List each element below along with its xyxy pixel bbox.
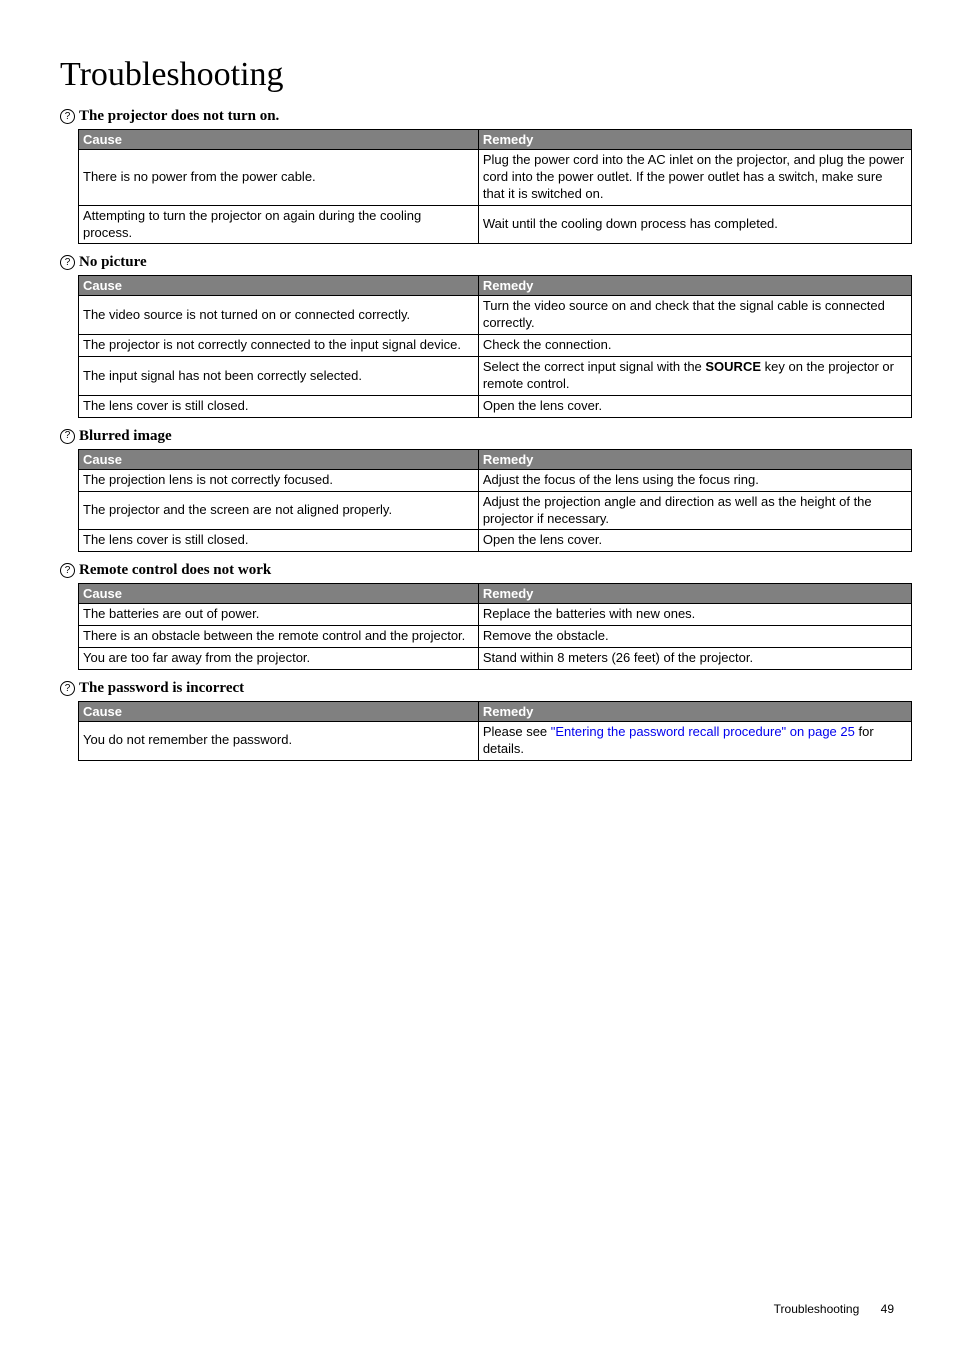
remedy-cell: Adjust the projection angle and directio… [478,491,911,530]
table-row: The input signal has not been correctly … [79,357,912,396]
question-icon: ? [60,255,75,270]
remedy-cell: Turn the video source on and check that … [478,296,911,335]
table-row: There is an obstacle between the remote … [79,626,912,648]
remedy-cell: Plug the power cord into the AC inlet on… [478,150,911,206]
cause-cell: You do not remember the password. [79,722,479,761]
table-row: There is no power from the power cable.P… [79,150,912,206]
section-heading-text: The projector does not turn on. [79,108,279,125]
footer-label: Troubleshooting [774,1302,860,1316]
section-heading: ? The password is incorrect [60,680,894,697]
col-header-cause: Cause [79,276,479,296]
remedy-cell: Wait until the cooling down process has … [478,205,911,244]
remedy-cell: Adjust the focus of the lens using the f… [478,469,911,491]
section-heading-text: Remote control does not work [79,562,271,579]
col-header-remedy: Remedy [478,702,911,722]
cause-cell: The video source is not turned on or con… [79,296,479,335]
page-title: Troubleshooting [60,56,894,94]
table-row: You are too far away from the projector.… [79,648,912,670]
troubleshoot-table: CauseRemedyYou do not remember the passw… [78,701,912,761]
cause-cell: The projector and the screen are not ali… [79,491,479,530]
table-row: The projector and the screen are not ali… [79,491,912,530]
cause-cell: The batteries are out of power. [79,604,479,626]
cause-cell: There is an obstacle between the remote … [79,626,479,648]
table-row: The video source is not turned on or con… [79,296,912,335]
section-heading-text: Blurred image [79,428,172,445]
section-heading-text: No picture [79,254,147,271]
section-heading: ? Blurred image [60,428,894,445]
section-heading: ? The projector does not turn on. [60,108,894,125]
question-icon: ? [60,109,75,124]
cause-cell: The projector is not correctly connected… [79,335,479,357]
remedy-cell: Remove the obstacle. [478,626,911,648]
section-heading: ? No picture [60,254,894,271]
col-header-cause: Cause [79,449,479,469]
col-header-cause: Cause [79,702,479,722]
col-header-remedy: Remedy [478,130,911,150]
cause-cell: The lens cover is still closed. [79,530,479,552]
table-row: The lens cover is still closed.Open the … [79,530,912,552]
table-row: The projector is not correctly connected… [79,335,912,357]
troubleshoot-table: CauseRemedyThere is no power from the po… [78,129,912,244]
troubleshoot-table: CauseRemedyThe batteries are out of powe… [78,583,912,670]
table-row: You do not remember the password.Please … [79,722,912,761]
section-heading-text: The password is incorrect [79,680,244,697]
section-heading: ? Remote control does not work [60,562,894,579]
remedy-cell: Stand within 8 meters (26 feet) of the p… [478,648,911,670]
troubleshoot-table: CauseRemedyThe video source is not turne… [78,275,912,417]
question-icon: ? [60,681,75,696]
table-row: Attempting to turn the projector on agai… [79,205,912,244]
remedy-cell: Replace the batteries with new ones. [478,604,911,626]
cause-cell: Attempting to turn the projector on agai… [79,205,479,244]
remedy-cell: Open the lens cover. [478,395,911,417]
remedy-cell: Check the connection. [478,335,911,357]
remedy-cell: Please see "Entering the password recall… [478,722,911,761]
page-footer: Troubleshooting 49 [774,1302,894,1316]
question-icon: ? [60,563,75,578]
cause-cell: The input signal has not been correctly … [79,357,479,396]
table-row: The lens cover is still closed.Open the … [79,395,912,417]
table-row: The projection lens is not correctly foc… [79,469,912,491]
cause-cell: The lens cover is still closed. [79,395,479,417]
troubleshoot-table: CauseRemedyThe projection lens is not co… [78,449,912,553]
remedy-cell: Select the correct input signal with the… [478,357,911,396]
col-header-remedy: Remedy [478,449,911,469]
remedy-cell: Open the lens cover. [478,530,911,552]
col-header-cause: Cause [79,584,479,604]
cause-cell: The projection lens is not correctly foc… [79,469,479,491]
cause-cell: You are too far away from the projector. [79,648,479,670]
col-header-remedy: Remedy [478,584,911,604]
col-header-remedy: Remedy [478,276,911,296]
col-header-cause: Cause [79,130,479,150]
question-icon: ? [60,429,75,444]
cause-cell: There is no power from the power cable. [79,150,479,206]
table-row: The batteries are out of power.Replace t… [79,604,912,626]
footer-page-number: 49 [881,1302,894,1316]
